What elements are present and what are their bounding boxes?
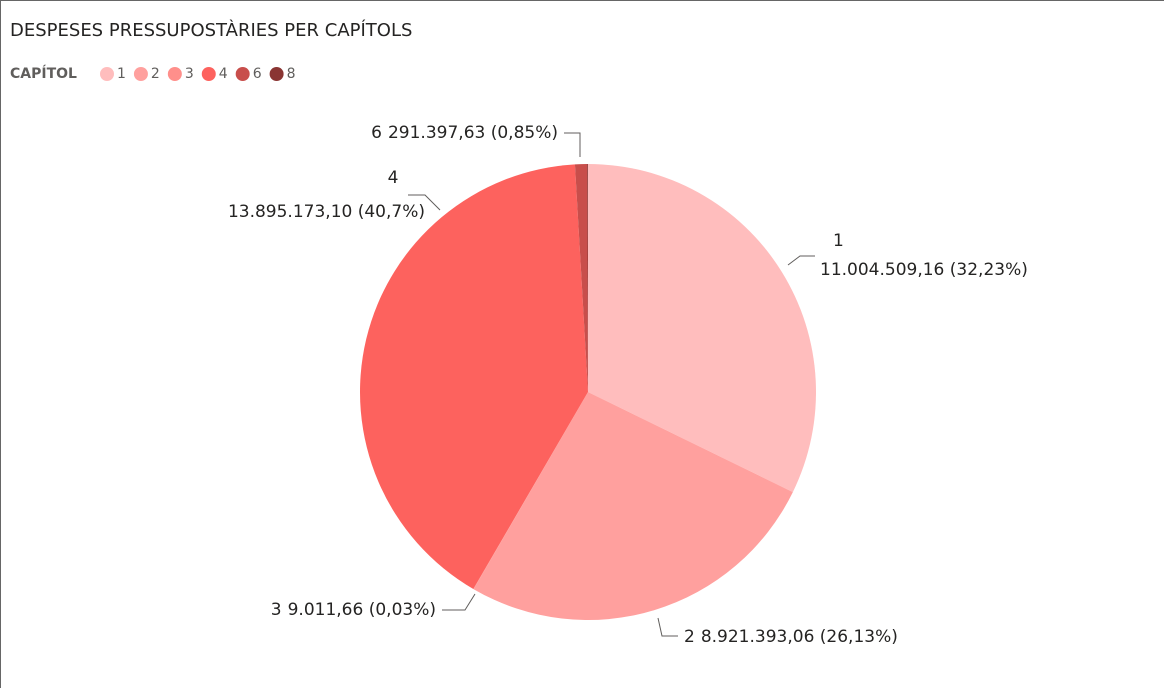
legend-label: 1 <box>117 66 126 82</box>
legend-marker <box>133 67 148 81</box>
category-label: 1 <box>833 231 844 251</box>
pie-slice <box>574 164 588 392</box>
value-label: 9.011,66 (0,03%) <box>288 600 436 620</box>
leader-line <box>442 593 476 611</box>
leader-line <box>408 194 441 211</box>
value-label: 11.004.509,16 (32,23%) <box>820 260 1028 280</box>
leader-line <box>787 255 815 266</box>
pie-slice <box>359 164 588 590</box>
legend-marker <box>201 67 216 81</box>
category-label: 2 <box>684 627 695 647</box>
value-label: 13.895.173,10 (40,7%) <box>228 202 425 222</box>
legend-label: 2 <box>151 66 160 82</box>
legend-marker <box>100 67 114 81</box>
value-label: 291.397,63 (0,85%) <box>388 123 558 143</box>
category-label: 4 <box>388 168 399 188</box>
legend-marker <box>269 67 284 81</box>
legend-title: CAPÍTOL <box>10 65 77 82</box>
data-label: 6 291.397,63 (0,85%) <box>371 123 558 143</box>
pie-slice <box>587 164 588 392</box>
legend-label: 3 <box>185 66 194 82</box>
category-label: 3 <box>271 600 282 620</box>
legend-marker <box>235 67 250 81</box>
legend-label: 8 <box>287 66 296 82</box>
pie-slice <box>473 392 793 620</box>
value-label: 8.921.393,06 (26,13%) <box>701 627 898 647</box>
pie-slice <box>473 392 588 590</box>
leader-line <box>657 617 678 637</box>
pie-slice <box>588 164 816 493</box>
legend-label: 4 <box>219 66 228 82</box>
data-label: 3 9.011,66 (0,03%) <box>271 600 436 620</box>
legend-marker <box>167 67 182 81</box>
data-label: 2 8.921.393,06 (26,13%) <box>684 627 898 647</box>
leader-line <box>564 132 581 157</box>
chart-title: DESPESES PRESSUPOSTÀRIES PER CAPÍTOLS <box>10 19 412 41</box>
legend-label: 6 <box>253 66 262 82</box>
category-label: 6 <box>371 123 382 143</box>
